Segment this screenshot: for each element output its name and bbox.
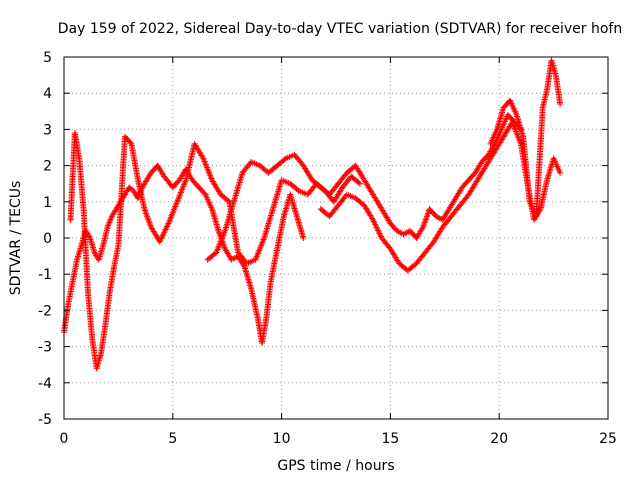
- data-point: [300, 235, 307, 241]
- axis-ticks: [63, 56, 609, 420]
- x-axis-title: GPS time / hours: [277, 458, 394, 474]
- series-track-c: [204, 111, 524, 263]
- data-point: [356, 180, 363, 187]
- chart-title: Day 159 of 2022, Sidereal Day-to-day VTE…: [58, 21, 622, 37]
- data-marks: [61, 57, 564, 372]
- y-tick-label: 4: [43, 86, 52, 102]
- data-point: [557, 101, 564, 108]
- data-point: [355, 179, 362, 186]
- x-tick-label: 15: [381, 431, 399, 447]
- x-tick-label: 25: [599, 431, 617, 447]
- x-tick-labels: 0 5 10 15 20 25: [60, 431, 617, 447]
- y-tick-labels: -5 -4 -3 -2 -1 0 1 2 3 4 5: [38, 50, 52, 428]
- x-tick-label: 20: [490, 431, 508, 447]
- x-tick-label: 10: [273, 431, 291, 447]
- y-tick-label: 2: [43, 159, 52, 175]
- y-tick-label: -2: [38, 303, 52, 319]
- y-tick-label: 5: [43, 50, 52, 66]
- y-tick-label: 0: [43, 231, 52, 247]
- x-tick-label: 5: [168, 431, 177, 447]
- y-tick-label: -5: [38, 412, 52, 428]
- data-point: [557, 169, 564, 176]
- y-tick-label: 3: [43, 122, 52, 138]
- series-track-e: [487, 57, 564, 220]
- y-tick-label: -3: [38, 340, 52, 356]
- x-tick-label: 0: [60, 431, 69, 447]
- y-tick-label: -4: [38, 376, 52, 392]
- y-tick-label: -1: [38, 267, 52, 283]
- data-point: [127, 139, 134, 146]
- data-point: [199, 153, 206, 160]
- y-axis-title: SDTVAR / TECUs: [8, 181, 24, 296]
- y-tick-label: 1: [43, 195, 52, 211]
